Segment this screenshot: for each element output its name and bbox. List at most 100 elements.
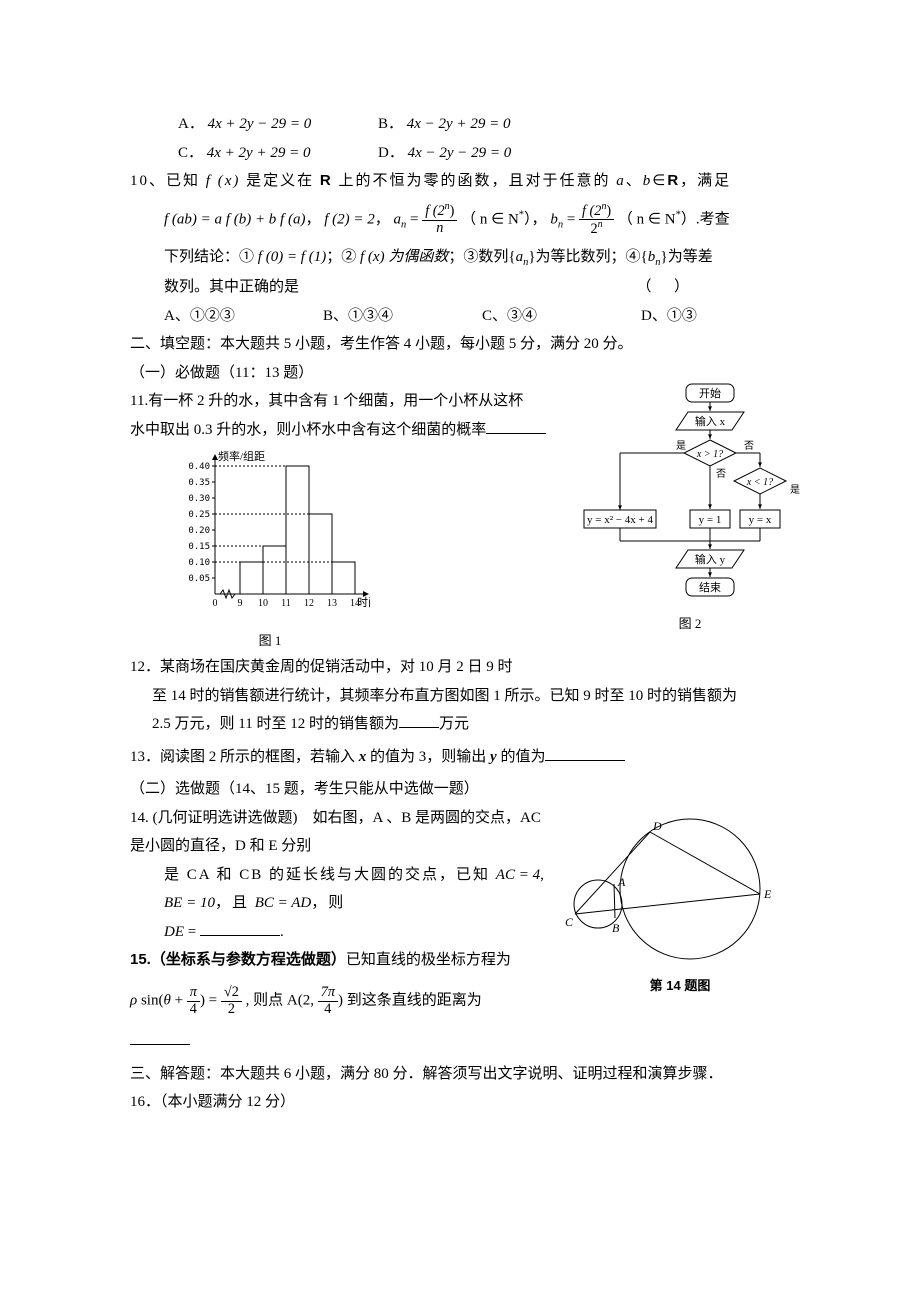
- q12-l2: 至 14 时的销售额进行统计，其频率分布直方图如图 1 所示。已知 9 时至 1…: [130, 682, 800, 711]
- q10-l3a: 下列结论：: [164, 249, 239, 265]
- q10-R2: R: [667, 172, 680, 189]
- svg-text:0.05: 0.05: [188, 574, 210, 584]
- two-circles-figure: DACBE: [560, 814, 800, 964]
- q10-bn-frac: f (2n)2n: [579, 202, 614, 238]
- q10-s1t: f (0) = f (1): [254, 249, 326, 265]
- svg-text:13: 13: [327, 598, 337, 609]
- q15-rhs: √22: [221, 985, 242, 1017]
- q10-fab: f (ab) = a f (b) + b f (a): [164, 211, 305, 227]
- q10-an-numc: ): [450, 203, 455, 219]
- q15-A: A: [287, 993, 298, 1009]
- q15-Apa: (2,: [298, 993, 318, 1009]
- q10-cl1: ），: [524, 211, 547, 227]
- q10-n2: （ n ∈ N: [618, 211, 676, 227]
- q15-blank[interactable]: [130, 1044, 190, 1045]
- q14-eq: =: [184, 924, 200, 940]
- q14-blank[interactable]: [200, 935, 280, 936]
- q15-rhsd: 2: [221, 1002, 242, 1018]
- q9-optC-label: C．: [178, 145, 203, 161]
- q10-line4: 数列。其中正确的是 （ ）: [130, 273, 800, 302]
- q10-t1: 已知: [166, 173, 206, 189]
- choose-head: （二）选做题（14、15 题，考生只能从中选做一题）: [130, 771, 800, 804]
- svg-text:0.10: 0.10: [188, 558, 210, 568]
- q13-blank[interactable]: [545, 760, 625, 761]
- q10-optA: A、①②③: [164, 302, 323, 331]
- q10-t2: 是定义在: [240, 173, 320, 189]
- q10-s3an: a: [516, 249, 524, 265]
- q12-l3b: 万元: [439, 716, 469, 732]
- q13-y: y: [490, 749, 497, 765]
- q9-optD-eq: 4x − 2y − 29 = 0: [408, 145, 512, 161]
- svg-text:0.35: 0.35: [188, 478, 210, 488]
- q10-line3: 下列结论：① f (0) = f (1)；② f (x) 为偶函数；③数列{an…: [130, 243, 800, 273]
- q10-label: 10、: [130, 173, 166, 189]
- q14-15-block: DACBE 第 14 题图 14. (几何证明选讲选做题) 如右图，A 、B 是…: [130, 804, 800, 1056]
- q13: 13．阅读图 2 所示的框图，若输入 x 的值为 3，则输出 y 的值为: [130, 739, 800, 772]
- svg-text:9: 9: [238, 598, 243, 609]
- q9-optC-eq: 4x + 2y + 29 = 0: [207, 145, 311, 161]
- q12-blank[interactable]: [399, 727, 439, 728]
- q10-s2t: f (x) 为偶函数: [356, 249, 448, 265]
- svg-text:11: 11: [281, 598, 291, 609]
- q10-l4: 数列。其中正确的是: [164, 279, 299, 295]
- q10-s4a: {: [641, 249, 648, 265]
- svg-text:x > 1?: x > 1?: [696, 449, 723, 460]
- q10-s3a: 数列{: [478, 249, 515, 265]
- q15-t2: , 则点: [242, 993, 287, 1009]
- q9-optD-label: D．: [378, 145, 404, 161]
- q15-th: θ: [163, 993, 170, 1009]
- q10-bn-numc: ): [606, 202, 611, 218]
- q9-opts-row2: C． 4x + 2y + 29 = 0 D． 4x − 2y − 29 = 0: [130, 139, 800, 168]
- svg-text:D: D: [652, 819, 662, 833]
- flow-caption: 图 2: [580, 612, 800, 637]
- svg-text:否: 否: [716, 468, 726, 480]
- q15-Af: 7π4: [318, 985, 338, 1017]
- svg-text:输入 y: 输入 y: [695, 552, 726, 566]
- q12-l1: 12．某商场在国庆黄金周的促销活动中，对 10 月 2 日 9 时: [130, 653, 800, 682]
- q15-pi4d: 4: [187, 1002, 200, 1018]
- q9-optB: B． 4x − 2y + 29 = 0: [378, 110, 578, 139]
- q9-optB-label: B．: [378, 116, 403, 132]
- svg-text:E: E: [763, 887, 772, 901]
- q15-sin: sin(: [137, 993, 163, 1009]
- q14-l2c: ，则: [311, 895, 345, 911]
- q10-optB: B、①③④: [323, 302, 482, 331]
- svg-text:0.40: 0.40: [188, 462, 210, 472]
- q10-s4b: }为等差: [661, 249, 713, 265]
- q11-l2t: 水中取出 0.3 升的水，则小杯水中含有这个细菌的概率: [130, 422, 486, 438]
- q10-b: b: [643, 173, 653, 189]
- q14-l2a: 是 CA 和 CB 的延长线与大圆的交点，已知: [164, 867, 496, 883]
- svg-text:y = x² − 4x + 4: y = x² − 4x + 4: [587, 514, 653, 526]
- svg-text:结束: 结束: [699, 581, 721, 594]
- q10-an-frac: f (2n)n: [422, 202, 457, 236]
- q11-l2: 水中取出 0.3 升的水，则小杯水中含有这个细菌的概率: [130, 416, 568, 445]
- q10-cn4: ④: [626, 249, 641, 265]
- circles-wrap: DACBE 第 14 题图: [560, 814, 800, 999]
- q11-row: 11.有一杯 2 升的水，其中含有 1 个细菌，用一个小杯从这杯 水中取出 0.…: [130, 387, 800, 653]
- q14-dot: .: [280, 924, 284, 940]
- q11-blank[interactable]: [486, 433, 546, 434]
- q10-cn1: ①: [239, 249, 254, 265]
- q13-a: 13．阅读图 2 所示的框图，若输入: [130, 749, 359, 765]
- q9-optA: A． 4x + 2y − 29 = 0: [178, 110, 378, 139]
- q10-sep2: ；: [448, 249, 463, 265]
- fill-head: 二、填空题：本大题共 5 小题，考生作答 4 小题，每小题 5 分，满分 20 …: [130, 330, 800, 359]
- q9-optD: D． 4x − 2y − 29 = 0: [378, 139, 578, 168]
- svg-text:C: C: [565, 915, 574, 929]
- q10-eq2: =: [563, 211, 579, 227]
- q10-an-den: n: [422, 221, 457, 237]
- q10-bn-num: f (2: [582, 202, 601, 218]
- circles-caption: 第 14 题图: [560, 974, 800, 999]
- q16: 16．（本小题满分 12 分）: [130, 1088, 800, 1117]
- q15-label: 15.: [130, 951, 151, 968]
- q10-a: a: [616, 173, 626, 189]
- q15-head: （坐标系与参数方程选做题）: [151, 951, 346, 968]
- q10-t3: 上的不恒为零的函数，且对于任意的: [333, 173, 617, 189]
- q15-pi4n: π: [187, 985, 200, 1002]
- q15-blank-line: [130, 1027, 800, 1056]
- q15-pi4: π4: [187, 985, 200, 1017]
- q10-bn-den: 2: [591, 221, 598, 237]
- flowchart-col: 开始输入 xx > 1?是否否x < 1?是y = x² − 4x + 4y =…: [580, 387, 800, 636]
- q12-l3a: 2.5 万元，则 11 时至 12 时的销售额为: [152, 716, 399, 732]
- q15-t1: 已知直线的极坐标方程为: [346, 952, 511, 968]
